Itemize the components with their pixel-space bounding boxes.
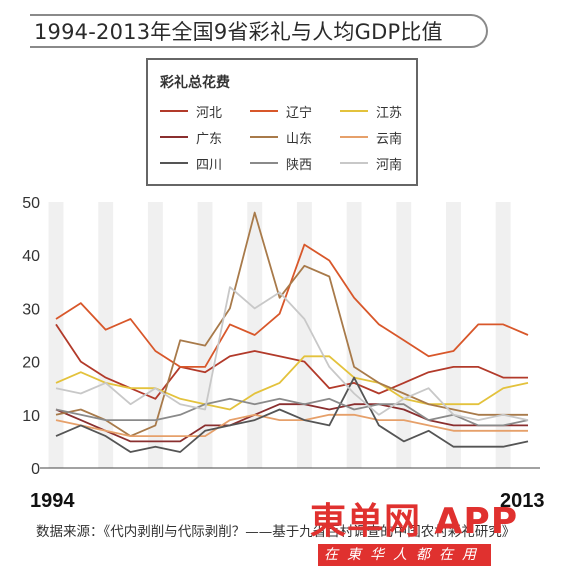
series-line <box>55 403 528 443</box>
series-line <box>55 355 529 411</box>
x-end-label: 2013 <box>500 490 545 512</box>
legend-swatch <box>340 136 368 138</box>
grid-band <box>396 202 412 468</box>
series-line <box>55 376 529 453</box>
y-tick-label: 20 <box>22 355 40 372</box>
legend-label: 广东 <box>196 132 223 147</box>
legend-swatch <box>160 110 188 112</box>
y-tick-label: 50 <box>22 195 40 212</box>
legend-swatch <box>160 162 188 164</box>
legend-swatch <box>160 136 188 138</box>
series-line <box>55 413 528 437</box>
legend-label: 河南 <box>376 158 403 173</box>
legend-title: 彩礼总花费 <box>160 75 230 91</box>
grid-band <box>147 202 163 468</box>
series-line <box>55 397 529 427</box>
watermark-slogan: 在東华人都在用 <box>318 544 491 566</box>
legend-label: 辽宁 <box>286 106 313 121</box>
watermark-logo: 東单网 APP <box>310 501 519 542</box>
series-line <box>55 286 529 421</box>
y-tick-label: 40 <box>22 248 40 265</box>
y-tick-label: 30 <box>22 301 40 318</box>
grid-band <box>495 202 511 468</box>
y-tick-label: 0 <box>31 461 40 478</box>
x-start-label: 1994 <box>30 490 75 512</box>
legend-swatch <box>340 110 368 112</box>
series-line <box>55 323 528 400</box>
legend-label: 山东 <box>286 132 313 147</box>
series-line <box>55 243 529 368</box>
grid-band <box>446 202 461 468</box>
legend-swatch <box>250 110 278 112</box>
line-chart: 0 10 20 30 40 50 <box>22 195 540 478</box>
legend: 彩礼总花费 河北 辽宁 江苏广东 山东 云南四川 陕西 河南 <box>146 58 418 186</box>
legend-swatch <box>340 162 368 164</box>
data-source-note: 数据来源：《代内剥削与代际剥削？——基于九省百村调查的中国农村彩礼研究》 <box>36 524 516 540</box>
legend-label: 陕西 <box>286 158 313 173</box>
legend-swatch <box>250 162 278 164</box>
grid-band <box>98 202 114 468</box>
title-frame <box>30 14 488 48</box>
grid-band <box>346 202 362 468</box>
series-line <box>55 211 528 437</box>
legend-swatch <box>250 136 278 138</box>
chart-title: 1994-2013年全国9省彩礼与人均GDP比值 <box>34 20 443 44</box>
legend-label: 河北 <box>196 106 223 121</box>
legend-label: 四川 <box>196 158 223 173</box>
legend-label: 云南 <box>376 132 403 147</box>
grid-band <box>197 202 213 468</box>
y-tick-label: 10 <box>22 408 40 425</box>
grid-band <box>296 202 312 468</box>
legend-label: 江苏 <box>376 106 403 121</box>
grid-band <box>48 202 64 468</box>
